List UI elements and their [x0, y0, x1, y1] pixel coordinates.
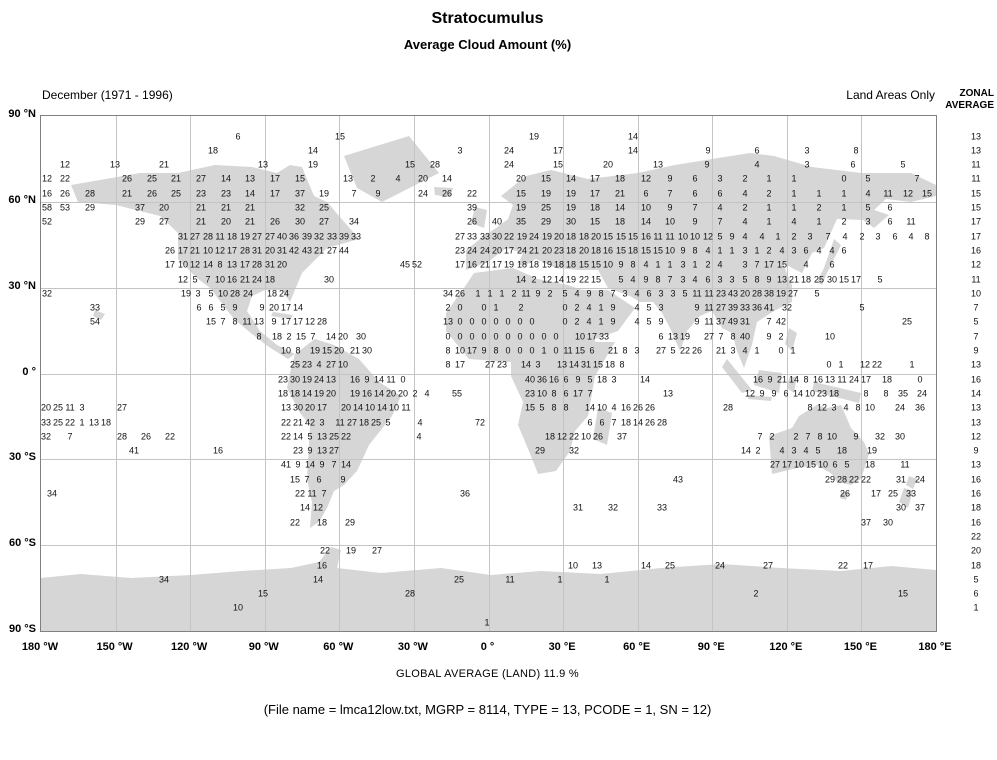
lon-tick-label: 90 °W	[248, 641, 279, 653]
zonal-average-value: 14	[970, 388, 982, 399]
australia-shape	[769, 405, 869, 485]
zonal-average-value: 12	[970, 259, 982, 270]
north-america-shape	[71, 165, 359, 359]
sulawesi-shape	[787, 376, 797, 393]
map-gridline-horizontal	[41, 287, 936, 289]
zonal-average-value: 16	[970, 517, 982, 528]
zonal-average-value: 5	[973, 574, 979, 585]
zonal-average-value: 17	[970, 231, 982, 242]
page-subtitle: Average Cloud Amount (%)	[403, 37, 572, 52]
zonal-average-value: 10	[970, 288, 982, 299]
arabia-shape	[575, 290, 635, 339]
lon-tick-label: 120 °W	[171, 641, 208, 653]
zonal-average-value: 13	[970, 131, 982, 141]
zonal-average-value: 6	[973, 588, 979, 599]
zonal-average-value: 13	[970, 145, 982, 156]
lon-tick-label: 0 °	[480, 641, 495, 653]
zonal-average-value: 11	[971, 274, 981, 284]
lon-tick-label: 30 °W	[397, 641, 428, 653]
sumatra-shape	[722, 359, 752, 393]
lon-tick-label: 180 °W	[21, 641, 59, 653]
zonal-average-value: 17	[970, 216, 982, 227]
lat-tick-label: 30 °N	[8, 279, 36, 292]
greenland-shape	[344, 136, 439, 202]
lon-tick-label: 30 °E	[548, 641, 576, 653]
lon-tick-label: 150 °E	[843, 641, 877, 653]
map-gridline-horizontal	[41, 201, 936, 203]
lon-tick-label: 60 °W	[323, 641, 354, 653]
zonal-average-value: 18	[970, 502, 982, 513]
new-zealand-south-shape	[899, 488, 913, 508]
hawaii-shape	[93, 310, 105, 320]
zonal-average-value: 18	[970, 560, 982, 570]
map-gridline-horizontal	[41, 545, 936, 547]
tasmania-shape	[840, 492, 849, 500]
zonal-average-value: 7	[973, 302, 979, 313]
global-average-label: GLOBAL AVERAGE (LAND) 11.9 %	[395, 668, 580, 680]
lon-tick-label: 120 °E	[769, 641, 803, 653]
zonal-average-value: 7	[973, 331, 979, 342]
south-america-shape	[287, 339, 401, 528]
zonal-average-value: 9	[973, 445, 979, 456]
iceland-shape	[434, 187, 453, 197]
zonal-average-value: 16	[970, 474, 982, 485]
zonal-average-value: 5	[973, 316, 979, 327]
zonal-average-value: 20	[970, 545, 982, 556]
page-title: Stratocumulus	[431, 10, 544, 27]
zonal-average-value: 15	[970, 202, 982, 213]
lon-tick-label: 90 °E	[697, 641, 725, 653]
lat-tick-label: 0 °	[22, 365, 36, 378]
new-guinea-shape	[812, 382, 861, 403]
new-zealand-north-shape	[906, 476, 917, 489]
lon-tick-label: 60 °E	[623, 641, 651, 653]
zonal-header-line2: AVERAGE	[945, 100, 994, 111]
zonal-average-value: 1	[973, 602, 979, 613]
map-area	[40, 115, 937, 632]
uk-shape	[471, 207, 487, 228]
coverage-label: Land Areas Only	[846, 88, 935, 102]
map-gridline-horizontal	[41, 459, 936, 461]
zonal-average-value: 11	[971, 173, 981, 184]
madagascar-shape	[593, 408, 612, 445]
zonal-average-value: 15	[970, 188, 982, 199]
zonal-header-line1: ZONAL	[959, 88, 994, 99]
lat-tick-label: 60 °N	[8, 193, 36, 206]
zonal-average-value: 13	[970, 417, 982, 427]
lon-tick-label: 150 °W	[96, 641, 133, 653]
lon-tick-label: 180 °E	[918, 641, 952, 653]
lat-tick-label: 90 °S	[8, 623, 36, 635]
zonal-average-value: 16	[970, 374, 982, 385]
eurasia-shape	[466, 153, 936, 368]
file-info-label: (File name = lmca12low.txt, MGRP = 8114,…	[263, 702, 712, 717]
lat-tick-label: 60 °S	[8, 537, 36, 550]
zonal-average-value: 12	[970, 431, 982, 442]
zonal-average-value: 9	[973, 345, 979, 356]
lat-tick-label: 30 °S	[8, 451, 36, 464]
cuba-shape	[271, 312, 293, 319]
zonal-average-header: ZONAL AVERAGE	[940, 88, 994, 112]
map-gridline-horizontal	[41, 373, 936, 375]
zonal-average-value: 11	[971, 159, 981, 170]
java-shape	[748, 395, 772, 401]
zonal-average-value: 13	[970, 459, 982, 470]
zonal-average-value: 22	[970, 531, 982, 542]
zonal-average-value: 13	[970, 402, 982, 413]
zonal-average-value: 13	[970, 359, 982, 370]
period-label: December (1971 - 1996)	[42, 88, 173, 102]
japan-shape	[817, 239, 841, 285]
zonal-average-value: 16	[970, 488, 982, 499]
lat-tick-label: 90 °N	[8, 108, 36, 120]
africa-shape	[446, 268, 615, 474]
zonal-average-value: 16	[970, 245, 982, 256]
